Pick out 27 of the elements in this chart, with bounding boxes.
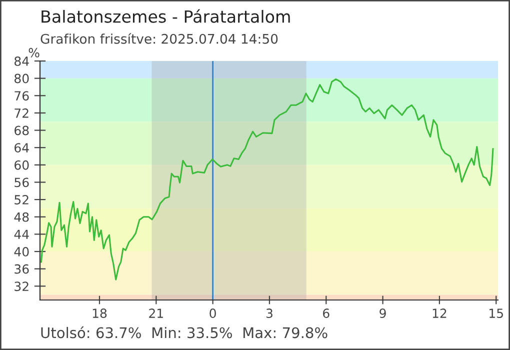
x-tick-label: 3 xyxy=(266,308,272,318)
y-tick-label: 68 xyxy=(14,126,29,136)
y-tick-label: 56 xyxy=(14,178,29,188)
y-tick-label: 48 xyxy=(14,212,29,222)
y-tick-label: 64 xyxy=(14,143,29,153)
x-tick-label: 21 xyxy=(149,308,163,318)
x-tick-label: 15 xyxy=(490,308,503,318)
y-tick-label: 80 xyxy=(14,74,29,84)
y-tick-label: 36 xyxy=(14,264,29,274)
chart-subtitle: Grafikon frissítve: 2025.07.04 14:50 xyxy=(40,33,278,44)
y-axis-title: % xyxy=(28,48,40,58)
x-tick-label: 9 xyxy=(380,308,386,318)
y-tick-label: 32 xyxy=(14,282,28,292)
y-tick-label: 40 xyxy=(14,246,29,256)
line-series xyxy=(40,78,494,280)
x-tick-label: 6 xyxy=(323,308,330,318)
text: Utolsó: 63.7% Min: 33.5% Max: 79.8% xyxy=(41,326,328,338)
chart-title: Balatonszemes - Páratartalom xyxy=(42,9,290,23)
y-tick-label: 76 xyxy=(14,91,29,101)
x-tick-label: 12 xyxy=(432,308,446,318)
y-tick-label: 72 xyxy=(14,108,28,118)
x-tick-label: 0 xyxy=(210,308,216,318)
y-tick-label: 84 xyxy=(14,56,29,66)
x-tick-label: 18 xyxy=(92,308,107,318)
y-tick-label: 44 xyxy=(14,230,29,239)
y-tick-label: 52 xyxy=(14,195,28,204)
y-tick-label: 60 xyxy=(14,160,29,170)
